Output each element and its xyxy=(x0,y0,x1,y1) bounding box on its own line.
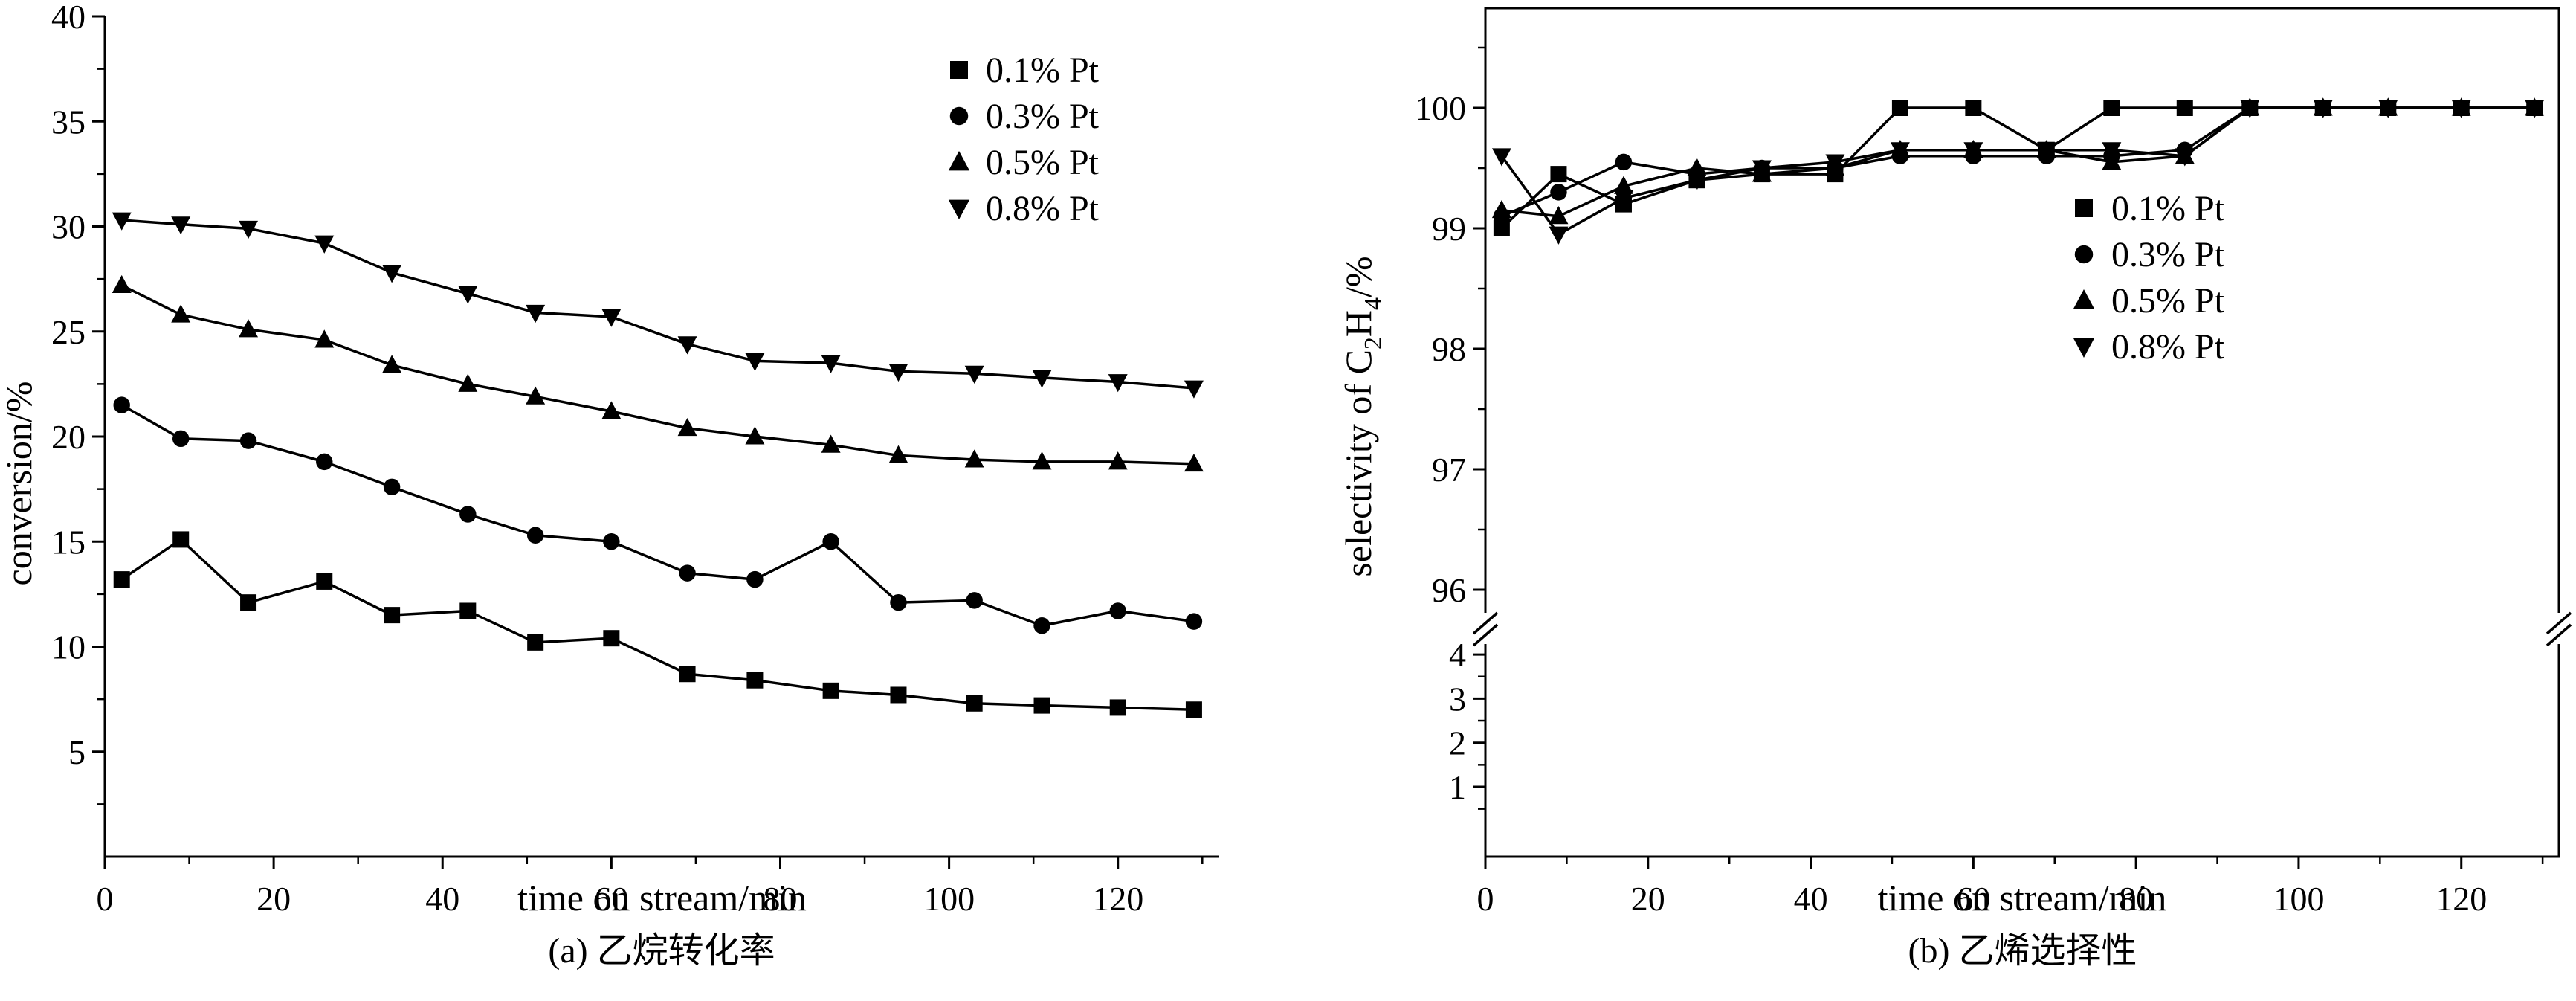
y-axis-ticks: 5 10 15 20 25 30 35 40 xyxy=(51,0,105,805)
series-0-1-Pt xyxy=(113,531,1202,718)
chart-a-caption: (a) 乙烷转化率 xyxy=(548,931,775,971)
svg-text:120: 120 xyxy=(1092,880,1143,918)
svg-text:time on stream/min: time on stream/min xyxy=(517,877,807,918)
svg-text:conversion/%: conversion/% xyxy=(0,382,39,586)
svg-text:20: 20 xyxy=(51,418,85,456)
svg-text:15: 15 xyxy=(51,523,85,561)
series-0-5-Pt xyxy=(1491,97,2545,225)
axis-break-marks xyxy=(1472,611,2572,647)
svg-text:2: 2 xyxy=(1449,724,1466,762)
series-0-3-Pt xyxy=(113,396,1203,634)
svg-text:96: 96 xyxy=(1432,571,1466,609)
svg-text:100: 100 xyxy=(2273,880,2324,918)
x-axis-ticks: 0 20 40 60 80 100 120 xyxy=(97,857,1204,918)
svg-text:60: 60 xyxy=(1956,880,1990,918)
svg-text:100: 100 xyxy=(923,880,975,918)
svg-text:0.3% Pt: 0.3% Pt xyxy=(2111,235,2225,274)
svg-text:0: 0 xyxy=(1477,880,1494,918)
series-0-8-Pt xyxy=(112,212,1204,399)
svg-text:selectivity of C2H4/%: selectivity of C2H4/% xyxy=(1337,256,1387,576)
svg-text:120: 120 xyxy=(2435,880,2487,918)
svg-text:0.5% Pt: 0.5% Pt xyxy=(986,143,1100,182)
series-0-5-Pt xyxy=(112,274,1204,472)
svg-text:5: 5 xyxy=(68,733,85,771)
svg-text:0.1% Pt: 0.1% Pt xyxy=(986,51,1100,90)
series-0-3-Pt xyxy=(1493,99,2543,225)
svg-text:0.3% Pt: 0.3% Pt xyxy=(986,97,1100,136)
svg-text:40: 40 xyxy=(425,880,459,918)
svg-text:40: 40 xyxy=(1794,880,1828,918)
svg-text:98: 98 xyxy=(1432,330,1466,368)
axis-labels: time on stream/min conversion/% xyxy=(0,382,807,918)
series-0-8-Pt xyxy=(1491,100,2545,245)
series-0-1-Pt xyxy=(1493,100,2543,236)
svg-text:10: 10 xyxy=(51,628,85,666)
legend: 0.1% Pt 0.3% Pt 0.5% Pt 0.8% Pt xyxy=(2073,189,2225,367)
svg-text:20: 20 xyxy=(256,880,291,918)
svg-text:0.5% Pt: 0.5% Pt xyxy=(2111,281,2225,321)
chart-b-caption: (b) 乙烯选择性 xyxy=(1908,931,2137,971)
svg-text:80: 80 xyxy=(763,880,797,918)
chart-a-block: 5 10 15 20 25 30 35 40 0 20 40 60 80 100 120 0.1% Pt 0.3… xyxy=(0,0,1294,974)
svg-text:35: 35 xyxy=(51,103,85,141)
x-axis-ticks: 0 20 40 60 80 100 120 xyxy=(1477,857,2544,918)
svg-text:4: 4 xyxy=(1449,636,1466,674)
svg-text:30: 30 xyxy=(51,208,85,246)
axis-labels: time on stream/min selectivity of C2H4/% xyxy=(1337,256,2166,918)
svg-text:0: 0 xyxy=(97,880,114,918)
plot-frame xyxy=(1484,7,2560,858)
svg-text:0.1% Pt: 0.1% Pt xyxy=(2111,189,2225,228)
svg-text:0.8% Pt: 0.8% Pt xyxy=(2111,327,2225,367)
svg-text:20: 20 xyxy=(1631,880,1665,918)
svg-text:0.8% Pt: 0.8% Pt xyxy=(986,189,1100,228)
svg-text:100: 100 xyxy=(1415,89,1466,127)
svg-text:99: 99 xyxy=(1432,210,1466,248)
svg-text:3: 3 xyxy=(1449,680,1466,718)
svg-text:40: 40 xyxy=(51,0,85,36)
svg-text:25: 25 xyxy=(51,313,85,351)
svg-text:1: 1 xyxy=(1449,768,1466,806)
conversion-chart-canvas: 5 10 15 20 25 30 35 40 0 20 40 60 80 100 120 0.1% Pt 0.3… xyxy=(0,0,1219,918)
svg-text:80: 80 xyxy=(2119,880,2153,918)
y-axis-ticks: 96 97 98 99 100 1 2 3 4 xyxy=(1415,46,1485,810)
legend: 0.1% Pt 0.3% Pt 0.5% Pt 0.8% Pt xyxy=(948,51,1100,228)
chart-b-block: 96 97 98 99 100 1 2 3 4 0 20 40 60 80 100 120 0.1% Pt 0.3… xyxy=(1294,0,2576,974)
svg-text:60: 60 xyxy=(594,880,628,918)
svg-text:97: 97 xyxy=(1432,451,1466,489)
svg-text:time on stream/min: time on stream/min xyxy=(1878,877,2167,918)
